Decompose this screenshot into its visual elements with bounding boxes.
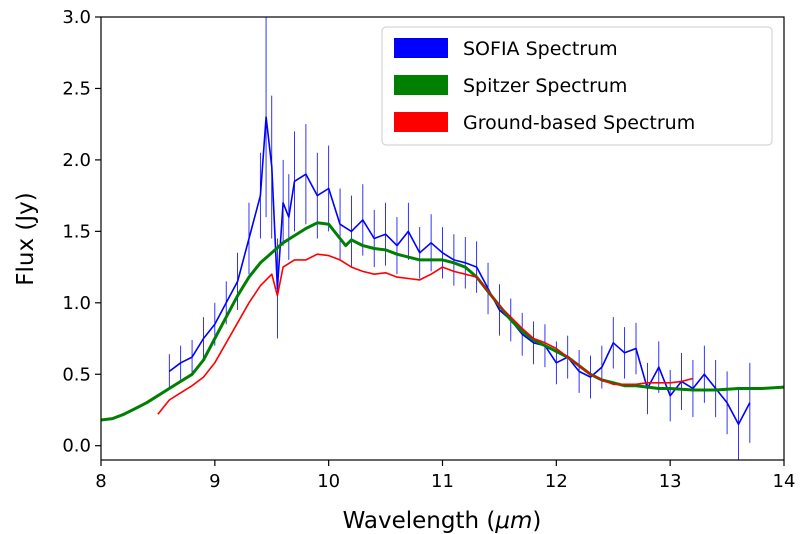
x-axis-label-text: Wavelength ( [343, 508, 496, 534]
legend-label-spitzer-spectrum: Spitzer Spectrum [463, 75, 627, 97]
y-tick-label: 3.0 [62, 7, 91, 28]
y-tick-label: 0.5 [62, 364, 91, 385]
y-tick-label: 1.5 [62, 221, 91, 242]
x-tick-label: 11 [431, 471, 454, 492]
legend-label-ground-based-spectrum: Ground-based Spectrum [463, 112, 695, 134]
ground-based-spectrum-line [157, 253, 694, 415]
x-tick-label: 13 [659, 471, 682, 492]
legend-swatch-ground-based-spectrum [394, 112, 448, 132]
legend-swatch-spitzer-spectrum [394, 75, 448, 95]
legend-box [381, 26, 773, 146]
axes-layer: 8 9 10 11 12 13 14 0.0 0.5 1.0 1.5 2.0 2.5 3.0 [62, 7, 795, 492]
sofia-spectrum-line [168, 116, 751, 426]
series-layer [101, 17, 784, 460]
y-tick-label: 0.0 [62, 436, 91, 457]
x-axis-label: Wavelength (μm) [343, 508, 542, 534]
legend: SOFIA Spectrum Spitzer Spectrum Ground-bas… [381, 26, 773, 146]
x-tick-label: 12 [545, 471, 568, 492]
x-tick-label: 9 [209, 471, 220, 492]
x-tick-label: 8 [95, 471, 106, 492]
x-axis-label-close: ) [532, 508, 541, 534]
y-tick-label: 2.0 [62, 150, 91, 171]
y-tick-label: 1.0 [62, 293, 91, 314]
legend-swatch-sofia-spectrum [394, 38, 448, 58]
x-tick-label: 14 [773, 471, 796, 492]
legend-label-sofia-spectrum: SOFIA Spectrum [463, 38, 618, 60]
y-tick-label: 2.5 [62, 78, 91, 99]
x-tick-label: 10 [317, 471, 340, 492]
y-axis-label: Flux (Jy) [13, 192, 39, 285]
x-axis-label-unit: μm [494, 508, 532, 534]
